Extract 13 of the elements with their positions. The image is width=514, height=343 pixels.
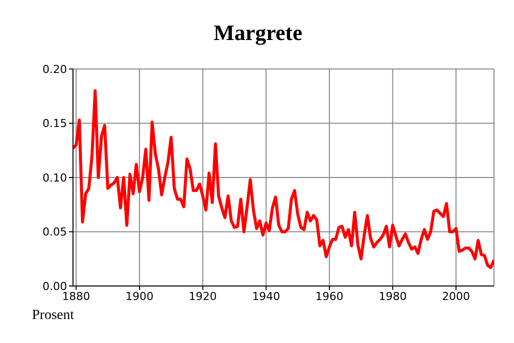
x-tick-label: 1940 (252, 290, 280, 303)
x-tick-label: 1960 (315, 290, 344, 303)
y-tick-label: 0.05 (42, 226, 67, 239)
chart-title: Margrete (212, 20, 304, 46)
line-series (73, 89, 494, 270)
x-tick-label: 2000 (442, 290, 470, 303)
x-tick-label: 1920 (188, 290, 217, 303)
y-tick-label: 0.10 (42, 171, 67, 184)
x-tick-label: 1900 (125, 290, 154, 303)
y-axis-title: Prosent (32, 308, 74, 324)
y-tick-label: 0.20 (42, 62, 67, 76)
y-tick-label: 0.15 (42, 117, 67, 130)
x-tick-label: 1980 (378, 290, 407, 303)
